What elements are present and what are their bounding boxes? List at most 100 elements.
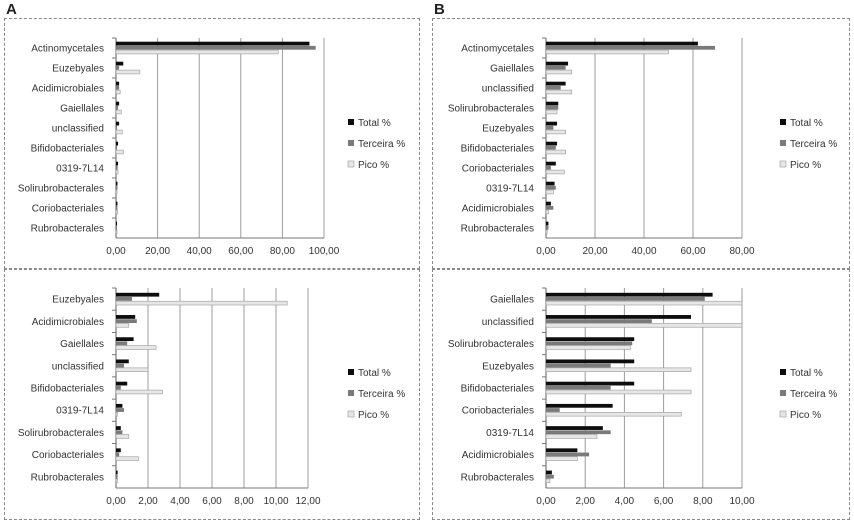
A-bottom-tick-label-5: 10,00 xyxy=(263,496,288,507)
B-top-bar-terceira xyxy=(546,125,554,130)
A-top-bar-terceira xyxy=(116,165,118,170)
A-bottom-category-label: Solirubrobacterales xyxy=(18,428,104,439)
B-bottom-legend-swatch-0 xyxy=(780,369,786,375)
B-bottom-tick-label-1: 2,00 xyxy=(575,496,595,507)
A-top-bar-total xyxy=(116,161,119,166)
B-bottom-category-label: unclassified xyxy=(482,317,534,328)
panel-label-a: A xyxy=(6,1,17,18)
B-top-bar-pico xyxy=(545,49,669,55)
A-top-tick-label-3: 60,00 xyxy=(228,246,253,257)
B-bottom-tick-label-2: 4,00 xyxy=(615,496,635,507)
A-top-bar-pico xyxy=(115,149,124,155)
A-bottom-legend-swatch-2 xyxy=(347,410,355,418)
A-bottom-bar-terceira xyxy=(116,474,118,479)
B-top-bar-pico xyxy=(545,149,566,155)
A-bottom-legend-label-1: Terceira % xyxy=(358,389,405,400)
A-top-bar-pico xyxy=(115,109,122,115)
B-bottom-bar-pico xyxy=(545,367,692,372)
B-bottom-bar-total xyxy=(546,292,713,297)
A-top-bar-total xyxy=(116,41,310,46)
A-bottom-bar-pico xyxy=(115,434,130,439)
A-top-bar-pico xyxy=(115,169,119,175)
A-top-bar-terceira xyxy=(116,105,119,110)
A-top-tick-label-5: 100,00 xyxy=(309,246,340,257)
panel-b-top-frame xyxy=(432,18,850,269)
B-top-bar-terceira xyxy=(546,205,554,210)
A-bottom-tick-label-4: 8,00 xyxy=(234,496,254,507)
B-top-bar-pico xyxy=(545,169,565,175)
A-bottom-bar-terceira xyxy=(116,430,123,435)
A-bottom-bar-pico xyxy=(115,300,288,306)
A-top-bar-pico xyxy=(115,89,121,95)
A-bottom-bar-terceira xyxy=(116,385,121,390)
A-top-legend-label-2: Pico % xyxy=(358,160,389,171)
A-bottom-category-label: Bifidobacteriales xyxy=(31,384,104,395)
A-top-bar-pico xyxy=(115,69,141,75)
B-bottom-bar-terceira xyxy=(546,341,633,346)
A-bottom-legend-swatch-0 xyxy=(348,369,354,375)
B-bottom-category-label: Solirubrobacterales xyxy=(448,339,534,350)
B-top-bar-total xyxy=(546,101,559,106)
B-bottom-bar-pico xyxy=(545,389,692,395)
A-top-bar-pico xyxy=(115,209,118,215)
A-top-category-label: Acidimicrobiales xyxy=(32,84,104,95)
B-top-tick-label-1: 20,00 xyxy=(582,246,607,257)
A-top-category-label: Coriobacteriales xyxy=(32,204,104,215)
A-bottom-tick-label-0: 0,00 xyxy=(106,496,126,507)
B-top-bar-total xyxy=(546,121,558,126)
B-top-category-label: Gaiellales xyxy=(490,64,534,75)
B-top-bar-terceira xyxy=(546,85,561,90)
A-bottom-bar-total xyxy=(116,337,134,342)
B-top-category-label: Actinomycetales xyxy=(461,44,534,55)
A-top-category-label: 0319-7L14 xyxy=(56,164,104,175)
A-bottom-category-label: Acidimicrobiales xyxy=(32,317,104,328)
B-top-category-label: 0319-7L14 xyxy=(486,184,534,195)
A-top-category-label: unclassified xyxy=(52,124,104,135)
B-top-bar-terceira xyxy=(546,145,556,150)
A-top-bar-pico xyxy=(115,49,279,55)
B-top-bar-terceira xyxy=(546,105,559,110)
B-bottom-bar-pico xyxy=(545,345,631,350)
B-bottom-bar-total xyxy=(546,403,613,408)
B-bottom-legend-label-2: Pico % xyxy=(790,410,821,421)
A-top-bar-total xyxy=(116,81,120,86)
B-bottom-category-label: Acidimicrobiales xyxy=(462,450,534,461)
B-top-bar-terceira xyxy=(546,185,556,190)
B-bottom-legend-swatch-1 xyxy=(780,390,786,396)
panel-b-bottom-frame xyxy=(432,269,850,520)
B-top-bar-total xyxy=(546,201,551,206)
B-bottom-tick-label-4: 8,00 xyxy=(693,496,713,507)
A-top-legend-swatch-2 xyxy=(347,160,355,168)
B-bottom-category-label: Rubrobacterales xyxy=(461,472,534,483)
B-top-bar-total xyxy=(546,221,549,226)
B-bottom-bar-total xyxy=(546,381,635,386)
A-bottom-legend-label-2: Pico % xyxy=(358,410,389,421)
B-bottom-category-label: Euzebyales xyxy=(482,361,534,372)
B-bottom-bar-terceira xyxy=(546,297,705,301)
A-bottom-tick-label-1: 2,00 xyxy=(138,496,158,507)
B-top-tick-label-0: 0,00 xyxy=(536,246,556,257)
B-top-bar-terceira xyxy=(546,165,551,170)
A-top-category-label: Euzebyales xyxy=(52,64,104,75)
A-bottom-bar-total xyxy=(116,359,129,364)
B-top-legend-swatch-0 xyxy=(780,119,786,125)
B-bottom-category-label: Gaiellales xyxy=(490,295,534,306)
B-top-bar-total xyxy=(546,61,569,66)
A-top-bar-terceira xyxy=(116,65,120,70)
B-top-bar-pico xyxy=(545,129,566,135)
B-bottom-bar-total xyxy=(546,337,635,342)
B-top-bar-total xyxy=(546,81,566,86)
B-top-bar-pico xyxy=(545,69,573,75)
B-bottom-legend-label-0: Total % xyxy=(790,368,823,379)
A-top-category-label: Bifidobacteriales xyxy=(31,144,104,155)
B-top-tick-label-2: 40,00 xyxy=(631,246,656,257)
B-top-legend-label-0: Total % xyxy=(790,118,823,129)
B-bottom-bar-pico xyxy=(545,478,551,484)
B-bottom-bar-terceira xyxy=(546,452,590,457)
B-bottom-bar-terceira xyxy=(546,363,611,368)
A-top-tick-label-2: 40,00 xyxy=(187,246,212,257)
B-bottom-bar-terceira xyxy=(546,385,611,390)
B-bottom-bar-terceira xyxy=(546,408,560,412)
A-top-legend-swatch-1 xyxy=(348,140,354,146)
B-top-category-label: Bifidobacteriales xyxy=(461,144,534,155)
